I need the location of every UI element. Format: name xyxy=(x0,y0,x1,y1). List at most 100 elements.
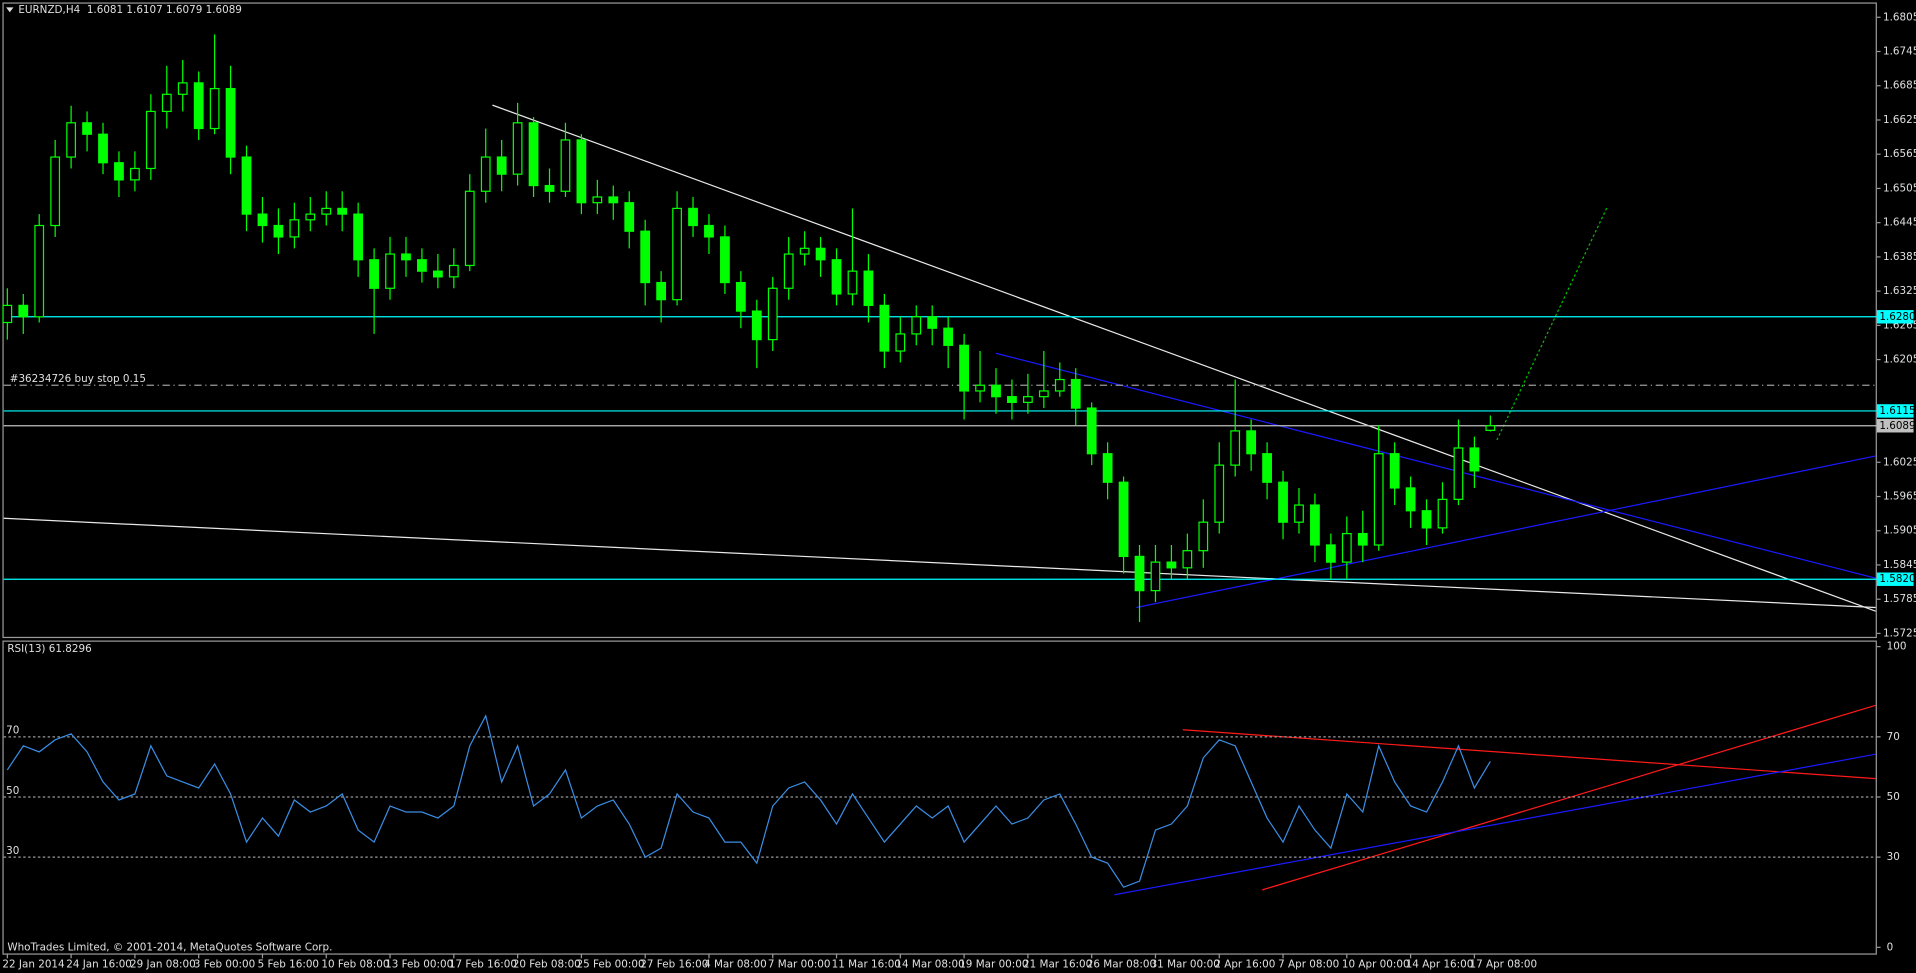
candle-body xyxy=(1166,561,1177,569)
candle-body xyxy=(943,327,954,346)
y-tick-label: 1.6565 xyxy=(1883,148,1916,160)
x-tick-label: 24 Jan 16:00 xyxy=(66,958,132,970)
price-level-label: 1.5820 xyxy=(1879,573,1915,585)
candle-body xyxy=(98,133,108,164)
x-tick-label: 22 Jan 2014 xyxy=(2,958,65,970)
candle-body xyxy=(82,122,92,135)
candle-body xyxy=(608,196,619,204)
price-level-tag xyxy=(1876,310,1914,324)
candles xyxy=(2,34,1496,623)
rsi-y-tick-label: 50 xyxy=(1887,791,1900,803)
candle-body xyxy=(1310,504,1320,546)
candle-body xyxy=(273,224,284,238)
y-tick-label: 1.6685 xyxy=(1883,80,1916,92)
candle-body xyxy=(1262,453,1272,483)
candle-body xyxy=(544,184,555,192)
y-tick-label: 1.5845 xyxy=(1883,559,1916,571)
candle-body xyxy=(145,110,156,170)
x-tick-label: 26 Mar 08:00 xyxy=(1087,958,1156,970)
x-tick-label: 14 Apr 16:00 xyxy=(1406,958,1474,970)
rsi-y-tick-label: 70 xyxy=(1887,731,1900,743)
x-tick-label: 11 Mar 16:00 xyxy=(832,958,901,970)
y-tick-label: 1.6445 xyxy=(1883,217,1916,229)
candle-body xyxy=(193,82,204,130)
candle-body xyxy=(480,156,491,192)
trendline xyxy=(995,352,1876,579)
x-tick-label: 10 Feb 08:00 xyxy=(321,958,389,970)
price-level-label: 1.6115 xyxy=(1879,405,1915,417)
x-tick-label: 13 Feb 00:00 xyxy=(385,958,453,970)
candle-body xyxy=(1294,504,1304,523)
candle-body xyxy=(50,156,61,227)
menu-arrow[interactable] xyxy=(6,7,14,13)
x-tick-label: 14 Mar 08:00 xyxy=(895,958,964,970)
candle-body xyxy=(1278,481,1288,523)
candle-body xyxy=(1134,555,1145,592)
rsi-trendline xyxy=(1114,753,1876,896)
price-level-tag xyxy=(1876,572,1914,586)
drawings xyxy=(3,104,1876,896)
candle-body xyxy=(1421,510,1432,529)
rsi-title: RSI(13) 61.8296 xyxy=(7,643,91,655)
candle-body xyxy=(496,156,507,175)
rsi-y-tick-label: 0 xyxy=(1887,941,1894,953)
x-tick-label: 21 Mar 16:00 xyxy=(1023,958,1092,970)
candle-body xyxy=(815,247,826,261)
candle-body xyxy=(975,384,985,392)
trendline xyxy=(3,517,1876,609)
x-tick-label: 29 Jan 08:00 xyxy=(130,958,196,970)
rsi-level-label: 50 xyxy=(6,785,19,797)
rsi-level-label: 70 xyxy=(6,725,19,737)
candle-body xyxy=(257,213,268,227)
rsi-y-tick-label: 100 xyxy=(1887,641,1907,653)
candle-body xyxy=(1118,481,1129,558)
candle-body xyxy=(831,259,842,295)
candle-body xyxy=(991,384,1001,398)
rsi-level-label: 30 xyxy=(6,845,19,857)
order-label: #36234726 buy stop 0.15 xyxy=(10,373,146,385)
x-tick-label: 20 Feb 08:00 xyxy=(513,958,581,970)
trendline xyxy=(1136,455,1876,609)
footer: WhoTrades Limited, © 2001-2014, MetaQuot… xyxy=(7,941,332,953)
candle-body xyxy=(767,287,778,341)
candle-body xyxy=(959,344,969,392)
candle-body xyxy=(1070,378,1081,409)
rsi-line xyxy=(6,714,1491,888)
candle-body xyxy=(751,310,762,341)
candle-body xyxy=(863,270,874,306)
rsi-y-tick-label: 30 xyxy=(1887,851,1900,863)
x-tick-label: 17 Apr 08:00 xyxy=(1470,958,1538,970)
candle-body xyxy=(1469,447,1480,472)
candle-body xyxy=(895,333,906,352)
candle-body xyxy=(879,304,890,352)
price-level-label: 1.6280 xyxy=(1879,311,1915,323)
candle-body xyxy=(783,253,794,289)
y-tick-label: 1.6505 xyxy=(1883,182,1916,194)
y-tick-label: 1.5905 xyxy=(1883,525,1916,537)
trendline xyxy=(492,104,1876,612)
y-tick-label: 1.6745 xyxy=(1883,46,1916,58)
candle-body xyxy=(1086,407,1097,455)
x-tick-label: 31 Mar 00:00 xyxy=(1151,958,1220,970)
candle-body xyxy=(464,190,475,267)
candle-body xyxy=(1102,453,1113,483)
candle-body xyxy=(1453,447,1464,500)
candle-body xyxy=(624,202,635,232)
chart-title: EURNZD,H4 1.6081 1.6107 1.6079 1.6089 xyxy=(18,4,242,16)
candle-body xyxy=(1198,521,1209,552)
candle-body xyxy=(704,224,714,238)
candle-body xyxy=(592,196,603,204)
candle-body xyxy=(1357,532,1368,546)
candle-body xyxy=(241,156,252,215)
rsi-trendline xyxy=(1182,729,1876,780)
projection-line xyxy=(1496,207,1608,441)
candle-body xyxy=(177,82,188,95)
candle-body xyxy=(1054,378,1065,392)
candle-body xyxy=(1246,430,1257,455)
x-tick-label: 7 Mar 00:00 xyxy=(768,958,831,970)
candle-body xyxy=(432,270,443,278)
candle-body xyxy=(18,304,29,318)
candle-body xyxy=(927,316,938,329)
